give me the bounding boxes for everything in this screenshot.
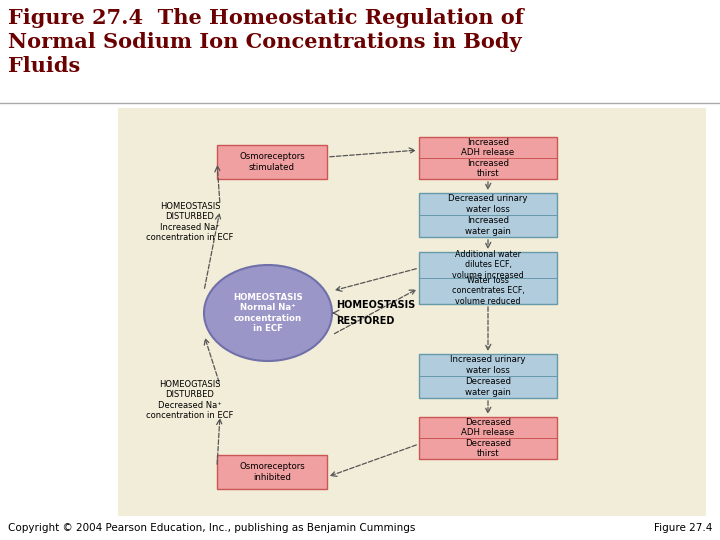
Text: RESTORED: RESTORED [336, 316, 395, 326]
Text: Decreased
thirst: Decreased thirst [465, 439, 511, 458]
Text: HOMEOSTASIS: HOMEOSTASIS [336, 300, 415, 310]
FancyBboxPatch shape [419, 193, 557, 237]
Text: Osmoreceptors
inhibited: Osmoreceptors inhibited [239, 462, 305, 482]
Text: Decreased
water gain: Decreased water gain [465, 377, 511, 397]
Text: Figure 27.4: Figure 27.4 [654, 523, 712, 533]
FancyBboxPatch shape [118, 108, 706, 516]
Text: Increased urinary
water loss: Increased urinary water loss [450, 355, 526, 375]
FancyBboxPatch shape [217, 455, 327, 489]
Text: HOMEOSTASIS
Normal Na⁺
concentration
in ECF: HOMEOSTASIS Normal Na⁺ concentration in … [233, 293, 303, 333]
Text: HOMEOSTASIS
DISTURBED
Increased Na⁺
concentration in ECF: HOMEOSTASIS DISTURBED Increased Na⁺ conc… [146, 202, 234, 242]
Text: Decreased urinary
water loss: Decreased urinary water loss [449, 194, 528, 214]
FancyBboxPatch shape [217, 145, 327, 179]
Text: Osmoreceptors
stimulated: Osmoreceptors stimulated [239, 152, 305, 172]
FancyBboxPatch shape [419, 354, 557, 398]
Text: HOMEOGTASIS
DISTURBED
Decreased Na⁺
concentration in ECF: HOMEOGTASIS DISTURBED Decreased Na⁺ conc… [146, 380, 234, 420]
FancyBboxPatch shape [419, 137, 557, 179]
FancyBboxPatch shape [419, 252, 557, 304]
Text: Increased
thirst: Increased thirst [467, 159, 509, 178]
Text: Water loss
concentrates ECF,
volume reduced: Water loss concentrates ECF, volume redu… [451, 276, 524, 306]
FancyBboxPatch shape [419, 417, 557, 459]
Ellipse shape [204, 265, 332, 361]
Text: Increased
ADH release: Increased ADH release [462, 138, 515, 157]
Text: Copyright © 2004 Pearson Education, Inc., publishing as Benjamin Cummings: Copyright © 2004 Pearson Education, Inc.… [8, 523, 415, 533]
Text: Figure 27.4  The Homeostatic Regulation of
Normal Sodium Ion Concentrations in B: Figure 27.4 The Homeostatic Regulation o… [8, 8, 523, 76]
Text: Decreased
ADH release: Decreased ADH release [462, 418, 515, 437]
Text: Increased
water gain: Increased water gain [465, 217, 511, 235]
Text: Additional water
dilutes ECF,
volume increased: Additional water dilutes ECF, volume inc… [452, 250, 524, 280]
